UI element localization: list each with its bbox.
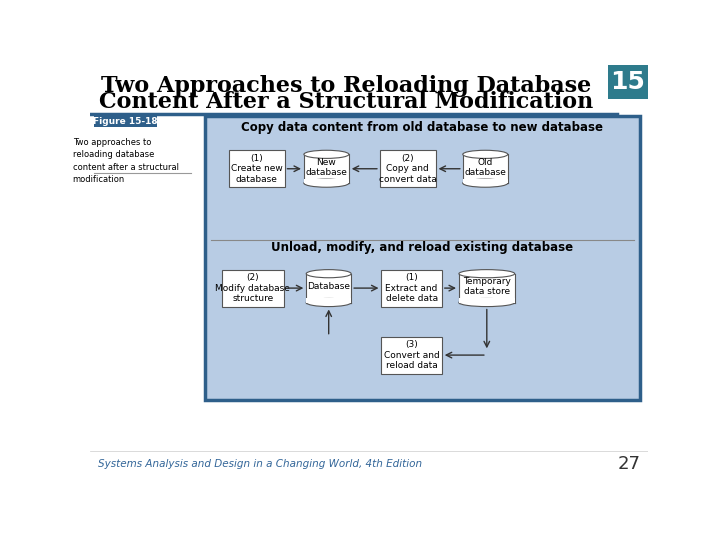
Text: (2)
Copy and
convert data: (2) Copy and convert data	[379, 154, 437, 184]
Text: Unload, modify, and reload existing database: Unload, modify, and reload existing data…	[271, 241, 574, 254]
FancyBboxPatch shape	[382, 269, 442, 307]
Text: (2)
Modify database
structure: (2) Modify database structure	[215, 273, 290, 303]
Text: (3)
Convert and
reload data: (3) Convert and reload data	[384, 340, 439, 370]
Text: (1)
Create new
database: (1) Create new database	[230, 154, 282, 184]
Ellipse shape	[304, 179, 349, 187]
Text: Figure 15-18: Figure 15-18	[94, 117, 158, 126]
Ellipse shape	[306, 299, 351, 307]
Ellipse shape	[463, 150, 508, 158]
Text: 27: 27	[617, 455, 640, 472]
Text: Old
database: Old database	[464, 158, 506, 177]
Text: Two approaches to
reloading database
content after a structural
modification: Two approaches to reloading database con…	[73, 138, 179, 185]
Ellipse shape	[304, 150, 349, 158]
FancyBboxPatch shape	[306, 299, 351, 302]
Text: Two Approaches to Reloading Database: Two Approaches to Reloading Database	[101, 76, 591, 97]
Text: Database: Database	[307, 282, 350, 291]
Text: New
database: New database	[305, 158, 347, 177]
FancyBboxPatch shape	[222, 269, 284, 307]
FancyBboxPatch shape	[463, 179, 508, 183]
FancyBboxPatch shape	[608, 65, 648, 99]
FancyBboxPatch shape	[304, 179, 349, 183]
Text: Temporary
data store: Temporary data store	[463, 277, 510, 296]
FancyBboxPatch shape	[382, 336, 442, 374]
FancyBboxPatch shape	[229, 150, 284, 187]
FancyBboxPatch shape	[463, 154, 508, 183]
FancyBboxPatch shape	[380, 150, 436, 187]
Ellipse shape	[459, 299, 515, 307]
Text: Copy data content from old database to new database: Copy data content from old database to n…	[241, 122, 603, 134]
Ellipse shape	[459, 269, 515, 278]
FancyBboxPatch shape	[94, 117, 158, 127]
Text: Systems Analysis and Design in a Changing World, 4th Edition: Systems Analysis and Design in a Changin…	[98, 458, 422, 469]
FancyBboxPatch shape	[459, 299, 515, 302]
Ellipse shape	[463, 179, 508, 187]
Text: 15: 15	[611, 70, 645, 94]
FancyBboxPatch shape	[204, 117, 640, 400]
FancyBboxPatch shape	[306, 274, 351, 302]
Text: Content After a Structural Modification: Content After a Structural Modification	[99, 91, 593, 113]
FancyBboxPatch shape	[459, 274, 515, 302]
Text: (1)
Extract and
delete data: (1) Extract and delete data	[385, 273, 438, 303]
Ellipse shape	[306, 269, 351, 278]
FancyBboxPatch shape	[304, 154, 349, 183]
